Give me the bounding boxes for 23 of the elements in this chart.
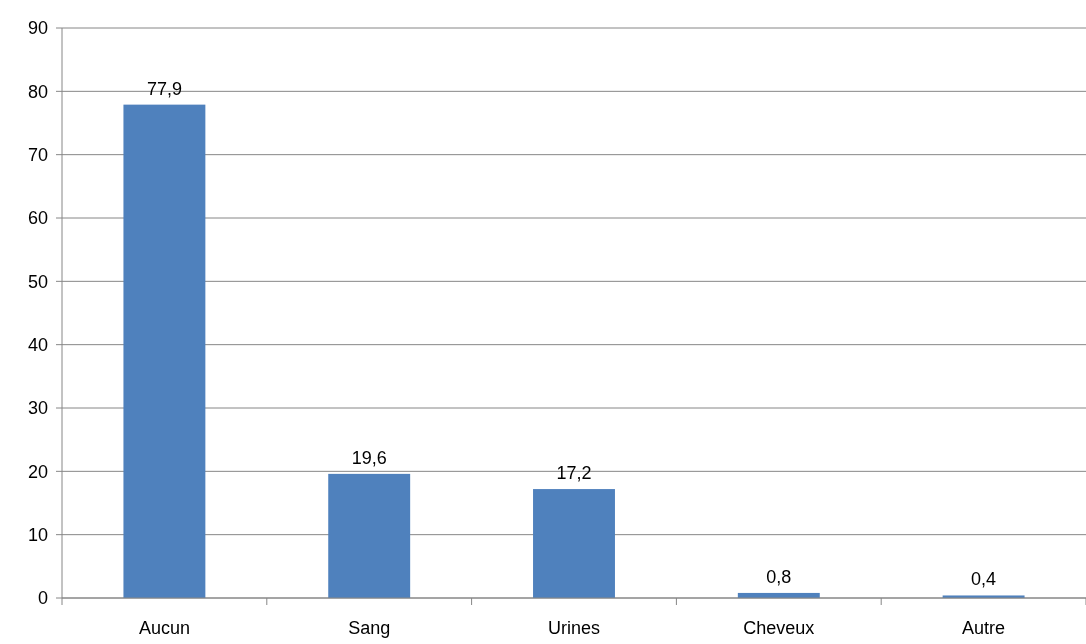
bar bbox=[328, 473, 411, 598]
y-tick-label: 80 bbox=[27, 81, 48, 102]
data-label: 77,9 bbox=[146, 78, 182, 99]
x-tick-label: Sang bbox=[348, 618, 391, 638]
y-tick-label: 90 bbox=[27, 18, 48, 39]
y-tick-label: 30 bbox=[27, 398, 48, 419]
y-tick-label: 20 bbox=[27, 461, 48, 482]
bar bbox=[123, 104, 206, 598]
y-tick-label: 70 bbox=[27, 144, 48, 165]
y-tick-label: 10 bbox=[27, 524, 48, 545]
y-tick-label: 0 bbox=[37, 588, 48, 609]
data-label: 0,8 bbox=[766, 566, 792, 587]
x-tick-label: Urines bbox=[547, 618, 601, 638]
data-label: 0,4 bbox=[971, 569, 997, 590]
data-label: 19,6 bbox=[351, 447, 387, 468]
x-tick-label: Autre bbox=[962, 618, 1006, 638]
data-label: 17,2 bbox=[556, 463, 592, 484]
x-tick-label: Aucun bbox=[138, 618, 190, 638]
x-tick-label: Cheveux bbox=[743, 618, 815, 638]
y-tick-label: 40 bbox=[27, 334, 48, 355]
bar bbox=[533, 489, 615, 598]
y-tick-label: 60 bbox=[27, 208, 48, 229]
y-tick-label: 50 bbox=[27, 271, 48, 292]
